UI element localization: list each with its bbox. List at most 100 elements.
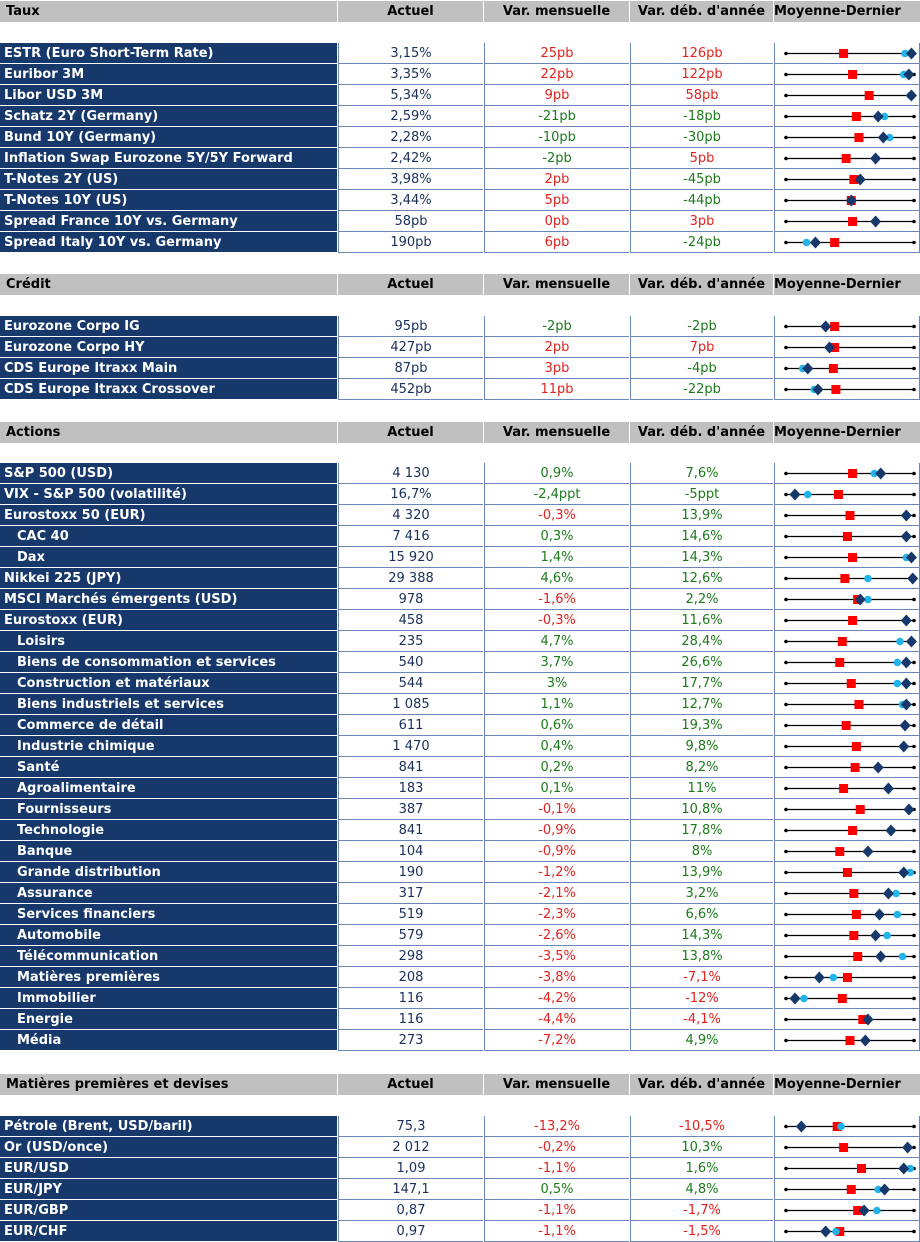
range-indicator <box>774 1137 920 1158</box>
value-var-annee: 11% <box>630 778 773 799</box>
value-var-mensuelle: -1,1% <box>484 1158 629 1179</box>
value-var-mensuelle: -0,3% <box>484 610 629 631</box>
range-max-dot <box>912 1017 916 1022</box>
value-var-annee: 58pb <box>630 85 773 106</box>
col-header-moyenne: Moyenne-Dernier <box>774 1074 920 1095</box>
range-indicator <box>774 820 920 841</box>
navy-diamond-marker <box>905 635 917 648</box>
table-row: Spread France 10Y vs. Germany 58pb 0pb 3pb <box>0 211 920 232</box>
value-actuel: 3,98% <box>338 169 483 190</box>
red-square-marker <box>842 973 852 982</box>
range-min-dot <box>784 156 788 161</box>
table-row: Industrie chimique 1 470 0,4% 9,8% <box>0 736 920 757</box>
red-square-marker <box>839 1143 849 1152</box>
value-actuel: 104 <box>338 841 483 862</box>
value-var-annee: -4pb <box>630 358 773 379</box>
range-max-dot <box>912 513 916 518</box>
range-max-dot <box>912 1208 916 1213</box>
value-var-mensuelle: 4,7% <box>484 631 629 652</box>
red-square-marker <box>848 469 858 478</box>
range-min-dot <box>784 765 788 770</box>
section-header-2: Actions Actuel Var. mensuelle Var. déb. d'a… <box>0 422 920 443</box>
table-row: CDS Europe Itraxx Main 87pb 3pb -4pb <box>0 358 920 379</box>
range-indicator <box>774 1116 920 1137</box>
range-indicator <box>774 736 920 757</box>
row-label: Bund 10Y (Germany) <box>0 127 337 148</box>
table-row: Média 273 -7,2% 4,9% <box>0 1030 920 1051</box>
value-var-annee: 3pb <box>630 211 773 232</box>
row-label: Eurozone Corpo IG <box>0 316 337 337</box>
value-var-mensuelle: 4,6% <box>484 568 629 589</box>
cyan-circle-marker <box>883 931 891 940</box>
range-indicator <box>774 505 920 526</box>
navy-diamond-marker <box>877 131 889 144</box>
cyan-circle-marker <box>870 469 879 478</box>
navy-diamond-marker <box>789 992 801 1005</box>
range-min-dot <box>784 1145 788 1150</box>
cyan-circle-marker <box>893 679 902 688</box>
range-indicator <box>774 337 920 358</box>
value-actuel: 16,7% <box>338 484 483 505</box>
row-label: EUR/USD <box>0 1158 337 1179</box>
value-var-mensuelle: 2pb <box>484 337 629 358</box>
row-label: Pétrole (Brent, USD/baril) <box>0 1116 337 1137</box>
red-square-marker <box>845 1036 855 1045</box>
col-header-actuel: Actuel <box>338 1074 483 1095</box>
value-var-mensuelle: -21pb <box>484 106 629 127</box>
cyan-circle-marker <box>898 952 907 961</box>
cyan-circle-marker <box>906 1164 914 1173</box>
value-actuel: 15 920 <box>338 547 483 568</box>
value-var-annee: -24pb <box>630 232 773 253</box>
range-max-dot <box>912 156 916 161</box>
range-max-dot <box>912 744 916 749</box>
navy-diamond-marker <box>862 1013 874 1026</box>
range-chart <box>784 950 916 963</box>
red-square-marker <box>857 1164 867 1173</box>
row-label: EUR/GBP <box>0 1200 337 1221</box>
range-min-dot <box>784 1166 788 1171</box>
range-min-dot <box>784 933 788 938</box>
value-var-annee: 14,6% <box>630 526 773 547</box>
range-min-dot <box>784 639 788 644</box>
range-chart <box>784 908 916 921</box>
value-actuel: 147,1 <box>338 1179 483 1200</box>
range-max-dot <box>912 534 916 539</box>
value-var-mensuelle: -2,4ppt <box>484 484 629 505</box>
navy-diamond-marker <box>900 530 912 543</box>
value-var-mensuelle: -7,2% <box>484 1030 629 1051</box>
row-label: Fournisseurs <box>0 799 337 820</box>
value-var-mensuelle: -2pb <box>484 316 629 337</box>
red-square-marker <box>851 910 861 919</box>
table-row: Biens industriels et services 1 085 1,1% 12… <box>0 694 920 715</box>
range-max-dot <box>912 387 916 392</box>
range-min-dot <box>784 1208 788 1213</box>
value-var-annee: 10,3% <box>630 1137 773 1158</box>
value-var-mensuelle: -4,4% <box>484 1009 629 1030</box>
value-actuel: 58pb <box>338 211 483 232</box>
value-actuel: 3,35% <box>338 64 483 85</box>
value-var-mensuelle: 1,1% <box>484 694 629 715</box>
range-chart <box>784 1141 916 1154</box>
red-square-marker <box>837 994 847 1003</box>
value-var-mensuelle: -3,8% <box>484 967 629 988</box>
row-label: Télécommunication <box>0 946 337 967</box>
range-indicator <box>774 1030 920 1051</box>
red-square-marker <box>848 826 858 835</box>
range-chart <box>784 173 916 186</box>
row-label: Spread France 10Y vs. Germany <box>0 211 337 232</box>
navy-diamond-marker <box>870 215 882 228</box>
range-indicator <box>774 799 920 820</box>
range-min-dot <box>784 1229 788 1234</box>
range-max-dot <box>912 114 916 119</box>
range-indicator <box>774 211 920 232</box>
range-chart <box>784 341 916 354</box>
range-indicator <box>774 1009 920 1030</box>
value-actuel: 519 <box>338 904 483 925</box>
value-var-annee: 8% <box>630 841 773 862</box>
range-chart <box>784 1120 916 1133</box>
range-chart <box>784 68 916 81</box>
row-label: Industrie chimique <box>0 736 337 757</box>
range-max-dot <box>912 1187 916 1192</box>
range-chart <box>784 152 916 165</box>
row-label: VIX - S&P 500 (volatilité) <box>0 484 337 505</box>
